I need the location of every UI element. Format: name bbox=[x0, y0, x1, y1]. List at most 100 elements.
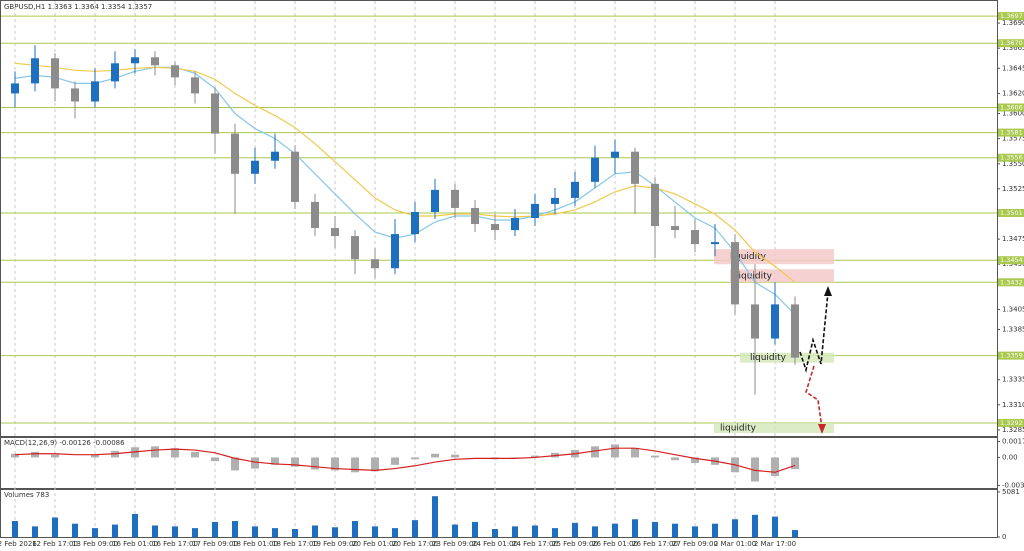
level-tag bbox=[998, 128, 1024, 137]
macd-bar bbox=[431, 453, 439, 458]
y-tick-label: 0.00 bbox=[1002, 453, 1018, 461]
zone-label: liquidity bbox=[730, 252, 767, 262]
volume-bar bbox=[552, 528, 558, 537]
level-tag bbox=[998, 12, 1024, 21]
candle-body bbox=[771, 304, 779, 339]
level-label: 1.3359 bbox=[1000, 352, 1023, 360]
y-tick-label: 1.3665 bbox=[1002, 44, 1024, 52]
y-tick-label: 0.00172 bbox=[1002, 438, 1024, 446]
volume-title: Volumes 783 bbox=[4, 491, 49, 499]
volume-bar bbox=[192, 528, 198, 537]
y-tick-label: 1.3285 bbox=[1002, 426, 1024, 434]
candle-body bbox=[631, 151, 639, 184]
liquidity-zone bbox=[714, 249, 834, 265]
macd-bar bbox=[311, 457, 319, 470]
candle-body bbox=[451, 189, 459, 208]
volume-bar bbox=[272, 528, 278, 537]
liquidity-zone bbox=[740, 352, 834, 363]
y-tick-label: -0.00302 bbox=[1002, 481, 1024, 489]
volume-pane bbox=[0, 489, 998, 538]
volume-bar bbox=[512, 526, 518, 537]
level-label: 1.3697 bbox=[1000, 12, 1023, 20]
macd-bar bbox=[691, 457, 699, 463]
level-tag bbox=[998, 208, 1024, 217]
volume-bar bbox=[592, 526, 598, 537]
volume-bar bbox=[712, 523, 718, 537]
volume-bar bbox=[52, 517, 58, 537]
level-label: 1.3606 bbox=[1000, 103, 1023, 111]
candle-body bbox=[691, 230, 699, 245]
volume-bar bbox=[232, 521, 238, 537]
macd-bar bbox=[411, 457, 419, 460]
x-tick-label: 12 Feb 17:00 bbox=[32, 540, 78, 548]
candle-body bbox=[431, 189, 439, 212]
y-tick-label: 1.3525 bbox=[1002, 185, 1024, 193]
candle-body bbox=[491, 224, 499, 231]
y-tick-label: 1.3335 bbox=[1002, 376, 1024, 384]
x-tick-label: 23 Feb 09:00 bbox=[432, 540, 478, 548]
candle-body bbox=[751, 304, 759, 339]
candle-body bbox=[171, 65, 179, 78]
y-tick-label: 1.3645 bbox=[1002, 64, 1024, 72]
volume-bar bbox=[452, 524, 458, 537]
candle-body bbox=[411, 211, 419, 235]
volume-bar bbox=[12, 521, 18, 537]
x-tick-label: 2 Mar 17:00 bbox=[754, 540, 796, 548]
y-tick-label: 0 bbox=[1002, 533, 1006, 541]
chart-title: GBPUSD,H1 1.3363 1.3364 1.3354 1.3357 bbox=[4, 3, 152, 11]
x-tick-label: 2 Mar 01:00 bbox=[714, 540, 756, 548]
level-label: 1.3581 bbox=[1000, 129, 1023, 137]
macd-bar bbox=[451, 454, 459, 458]
macd-bar bbox=[631, 448, 639, 458]
macd-bar bbox=[271, 457, 279, 465]
macd-title: MACD(12,26,9) -0.00126 -0.00086 bbox=[4, 439, 125, 447]
volume-bar bbox=[672, 523, 678, 537]
x-tick-label: 25 Feb 09:00 bbox=[552, 540, 598, 548]
macd-bar bbox=[291, 457, 299, 467]
candle-body bbox=[251, 160, 259, 174]
macd-bar bbox=[531, 455, 539, 458]
candle-body bbox=[571, 181, 579, 198]
volume-bar bbox=[792, 530, 798, 537]
level-label: 1.3432 bbox=[1000, 278, 1023, 286]
y-tick-label: 1.3690 bbox=[1002, 19, 1024, 27]
volume-bar bbox=[152, 525, 158, 537]
volume-bar bbox=[352, 521, 358, 537]
macd-bar bbox=[371, 457, 379, 472]
y-tick-label: 1.3475 bbox=[1002, 235, 1024, 243]
volume-bar bbox=[412, 520, 418, 537]
y-tick-label: 1.3450 bbox=[1002, 260, 1024, 268]
level-tag bbox=[998, 278, 1024, 287]
candle-body bbox=[591, 157, 599, 182]
volume-bar bbox=[172, 526, 178, 537]
arrow-up bbox=[799, 291, 829, 373]
volume-bar bbox=[572, 522, 578, 537]
x-tick-label: 12 Feb 2026 bbox=[0, 540, 37, 548]
candle-body bbox=[111, 63, 119, 82]
x-tick-label: 20 Feb 01:00 bbox=[352, 540, 398, 548]
candle-body bbox=[191, 77, 199, 94]
x-tick-label: 16 Feb 17:00 bbox=[152, 540, 198, 548]
level-tag bbox=[998, 103, 1024, 112]
macd-bar bbox=[171, 448, 179, 458]
arrow-down bbox=[805, 365, 823, 429]
candle-body bbox=[731, 242, 739, 305]
candle-body bbox=[211, 93, 219, 134]
volume-bar bbox=[612, 523, 618, 537]
x-tick-label: 26 Feb 17:00 bbox=[632, 540, 678, 548]
moving-average bbox=[14, 62, 796, 283]
volume-bar bbox=[372, 526, 378, 537]
x-tick-label: 27 Feb 09:00 bbox=[672, 540, 718, 548]
macd-bar bbox=[11, 453, 19, 458]
x-tick-label: 24 Feb 17:00 bbox=[512, 540, 558, 548]
macd-bar bbox=[791, 457, 799, 470]
level-label: 1.3292 bbox=[1000, 419, 1023, 427]
volume-bar bbox=[492, 529, 498, 537]
volume-bar bbox=[292, 529, 298, 537]
y-tick-label: 1.3620 bbox=[1002, 89, 1024, 97]
volume-bar bbox=[692, 526, 698, 537]
arrow-head bbox=[824, 286, 832, 296]
volume-bar bbox=[332, 527, 338, 537]
candle-body bbox=[551, 197, 559, 204]
